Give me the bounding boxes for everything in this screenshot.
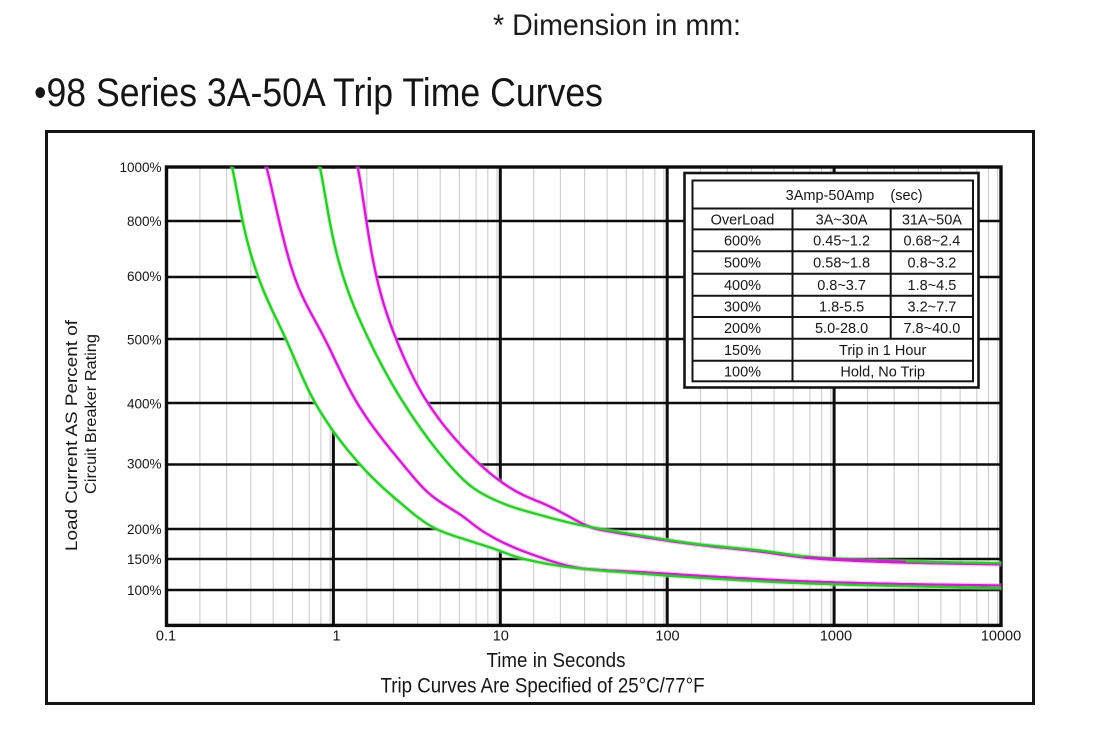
svg-text:Load Current AS Percent of: Load Current AS Percent of [63, 320, 81, 551]
svg-text:3Amp-50Amp: 3Amp-50Amp [786, 188, 875, 204]
svg-text:0.8~3.7: 0.8~3.7 [817, 278, 866, 294]
svg-text:400%: 400% [724, 278, 761, 294]
svg-text:3.2~7.7: 3.2~7.7 [908, 300, 957, 316]
svg-text:600%: 600% [127, 269, 162, 284]
svg-text:1: 1 [332, 628, 340, 644]
svg-text:200%: 200% [127, 522, 162, 537]
svg-text:1.8-5.5: 1.8-5.5 [819, 300, 864, 316]
svg-text:Trip in 1 Hour: Trip in 1 Hour [839, 343, 926, 359]
svg-text:10000: 10000 [981, 628, 1021, 644]
svg-text:0.45~1.2: 0.45~1.2 [813, 234, 870, 250]
svg-text:0.68~2.4: 0.68~2.4 [903, 234, 960, 250]
svg-text:1.8~4.5: 1.8~4.5 [908, 278, 957, 294]
svg-text:0.8~3.2: 0.8~3.2 [908, 256, 957, 272]
svg-text:* Dimension in mm:: * Dimension in mm: [493, 9, 741, 42]
svg-text:Time in Seconds: Time in Seconds [487, 650, 626, 672]
svg-text:(sec): (sec) [890, 188, 922, 204]
svg-text:0.1: 0.1 [156, 628, 176, 644]
svg-text:0.58~1.8: 0.58~1.8 [813, 256, 870, 272]
svg-text:400%: 400% [127, 396, 162, 411]
svg-text:10: 10 [493, 628, 509, 644]
svg-text:1000: 1000 [820, 628, 852, 644]
svg-text:31A~50A: 31A~50A [902, 212, 962, 228]
svg-text:3A~30A: 3A~30A [816, 212, 868, 228]
svg-text:500%: 500% [127, 332, 162, 347]
svg-text:800%: 800% [127, 214, 162, 229]
svg-text:600%: 600% [724, 234, 761, 250]
svg-text:150%: 150% [724, 343, 761, 359]
svg-text:Circuit Breaker Rating: Circuit Breaker Rating [83, 334, 100, 494]
svg-text:200%: 200% [724, 321, 761, 337]
svg-text:500%: 500% [724, 256, 761, 272]
svg-text:•98 Series 3A-50A Trip Time Cu: •98 Series 3A-50A Trip Time Curves [34, 71, 603, 115]
svg-text:OverLoad: OverLoad [711, 212, 775, 228]
svg-text:100%: 100% [127, 583, 162, 598]
svg-text:Trip Curves Are Specified of 2: Trip Curves Are Specified of 25°C/77°F [381, 675, 705, 698]
svg-text:300%: 300% [724, 300, 761, 316]
svg-text:100: 100 [655, 628, 679, 644]
svg-text:7.8~40.0: 7.8~40.0 [903, 321, 960, 337]
svg-text:1000%: 1000% [119, 160, 161, 175]
svg-text:5.0-28.0: 5.0-28.0 [815, 321, 868, 337]
svg-text:300%: 300% [127, 457, 162, 472]
svg-text:100%: 100% [724, 364, 761, 380]
svg-text:Hold, No Trip: Hold, No Trip [840, 364, 925, 380]
svg-text:150%: 150% [127, 552, 162, 567]
